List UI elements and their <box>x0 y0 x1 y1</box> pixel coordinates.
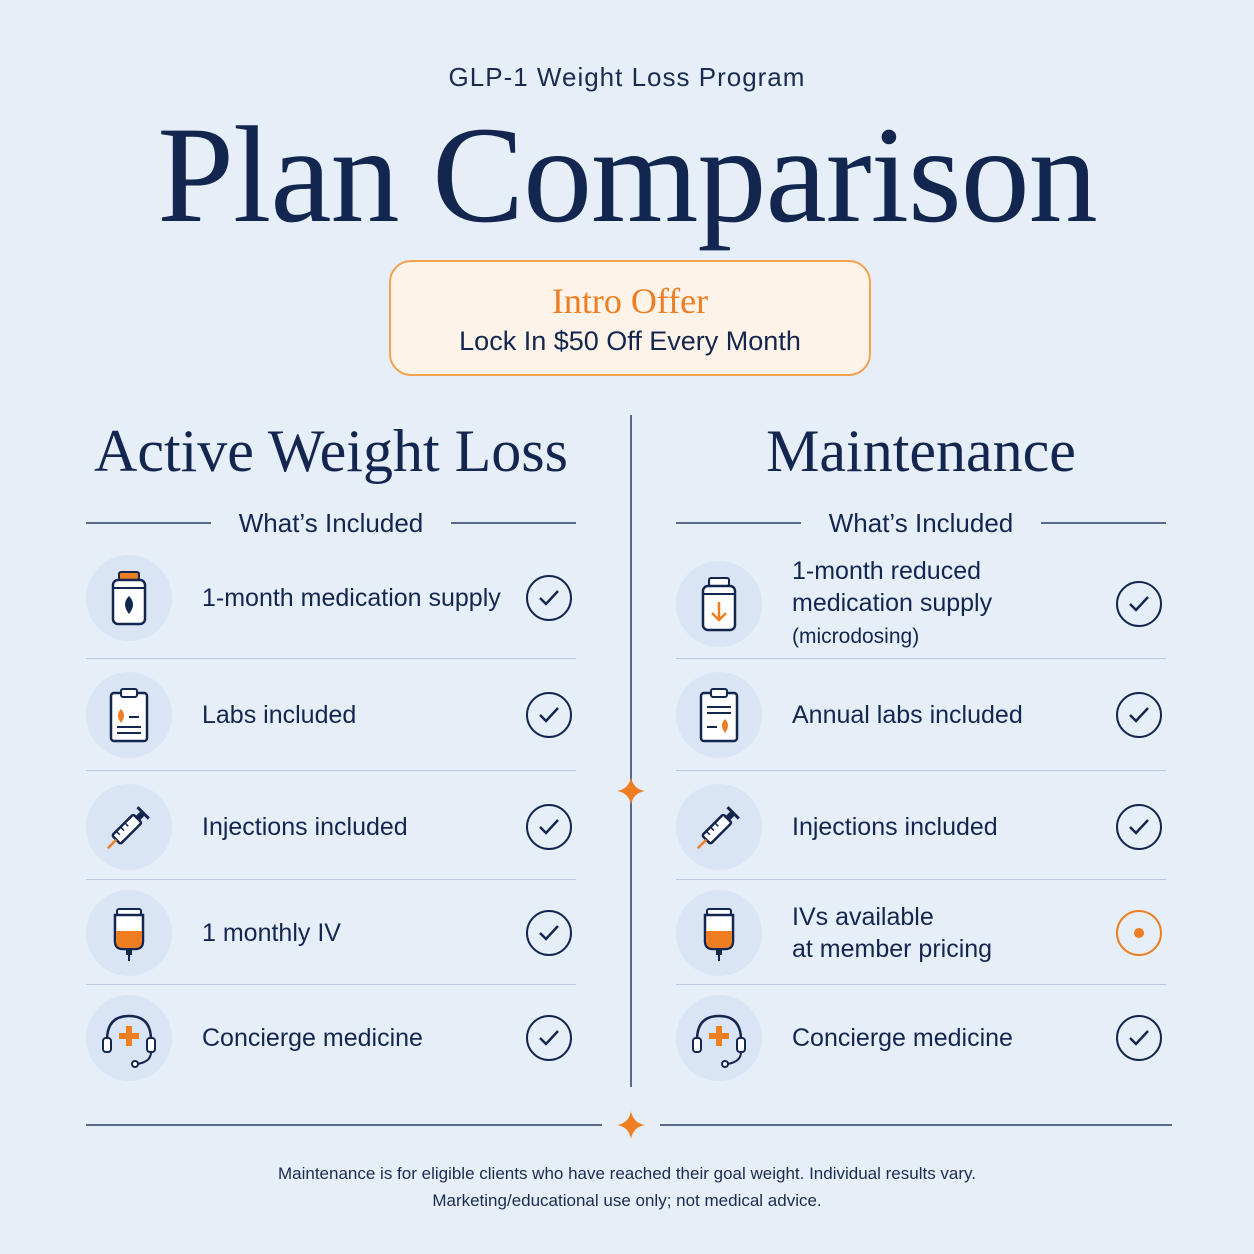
check-icon <box>1116 1015 1162 1061</box>
iv-bag-icon <box>86 890 172 976</box>
reduced-dose-bottle-icon <box>676 561 762 647</box>
item-label: Concierge medicine <box>202 1024 423 1052</box>
bottom-rule-right <box>660 1124 1172 1126</box>
section-header: What’s Included <box>86 503 577 543</box>
list-item: Concierge medicine <box>676 995 1166 1081</box>
sparkle-icon <box>617 1111 645 1139</box>
list-item: IVs available at member pricing <box>676 890 1166 976</box>
section-label: What’s Included <box>828 507 1014 538</box>
list-item: 1-month reduced medication supply (micro… <box>676 555 1166 653</box>
syringe-icon <box>676 784 762 870</box>
disclaimer-line2: Marketing/educational use only; not medi… <box>432 1191 822 1210</box>
item-label: Labs included <box>202 701 357 729</box>
check-icon <box>526 1015 572 1061</box>
partial-availability-icon <box>1116 910 1162 956</box>
list-item: Labs included <box>86 672 576 758</box>
medication-bottle-icon <box>86 555 172 641</box>
disclaimer: Maintenance is for eligible clients who … <box>0 1160 1254 1214</box>
section-header: What’s Included <box>676 503 1167 543</box>
list-item: Concierge medicine <box>86 995 576 1081</box>
lab-clipboard-icon <box>86 672 172 758</box>
item-label: Annual labs included <box>792 701 1023 729</box>
check-icon <box>526 692 572 738</box>
column-divider <box>630 415 632 1087</box>
item-label-line2: medication supply <box>792 589 993 617</box>
iv-bag-icon <box>676 890 762 976</box>
item-label: IVs available at member pricing <box>792 901 1116 965</box>
item-label: Injections included <box>792 813 998 841</box>
sparkle-icon <box>617 777 645 805</box>
plan-title: Maintenance <box>766 418 1076 484</box>
item-label-line2: at member pricing <box>792 935 993 963</box>
list-item: Annual labs included <box>676 672 1166 758</box>
lab-clipboard-icon <box>676 672 762 758</box>
check-icon <box>526 804 572 850</box>
check-icon <box>526 575 572 621</box>
offer-title: Intro Offer <box>551 281 709 321</box>
syringe-icon <box>86 784 172 870</box>
intro-offer-banner: Intro Offer Lock In $50 Off Every Month <box>389 260 871 376</box>
section-label: What’s Included <box>238 507 424 538</box>
item-label: 1 monthly IV <box>202 919 341 947</box>
list-item: Injections included <box>86 784 576 870</box>
plan-title: Active Weight Loss <box>94 418 568 484</box>
headset-medical-icon <box>86 995 172 1081</box>
item-label: Concierge medicine <box>792 1024 1013 1052</box>
list-item: Injections included <box>676 784 1166 870</box>
check-icon <box>1116 692 1162 738</box>
item-label: 1-month medication supply <box>202 584 501 612</box>
item-label-line1: IVs available <box>792 903 934 931</box>
disclaimer-line1: Maintenance is for eligible clients who … <box>277 1164 976 1183</box>
page-title: Plan Comparison <box>157 98 1097 251</box>
check-icon <box>526 910 572 956</box>
bottom-rule-left <box>86 1124 602 1126</box>
eyebrow: GLP-1 Weight Loss Program <box>448 62 806 92</box>
item-label-note: (microdosing) <box>792 625 920 648</box>
check-icon <box>1116 804 1162 850</box>
offer-subtitle: Lock In $50 Off Every Month <box>459 326 801 356</box>
plan-maintenance: Maintenance What’s Included 1-month redu… <box>676 415 1167 1081</box>
check-icon <box>1116 581 1162 627</box>
item-label-line1: 1-month reduced <box>792 557 982 585</box>
item-label: 1-month reduced medication supply (micro… <box>792 555 1116 653</box>
list-item: 1 monthly IV <box>86 890 576 976</box>
list-item: 1-month medication supply <box>86 555 576 641</box>
item-label: Injections included <box>202 813 408 841</box>
headset-medical-icon <box>676 995 762 1081</box>
plan-active-weight-loss: Active Weight Loss What’s Included 1-mon… <box>86 415 577 1081</box>
